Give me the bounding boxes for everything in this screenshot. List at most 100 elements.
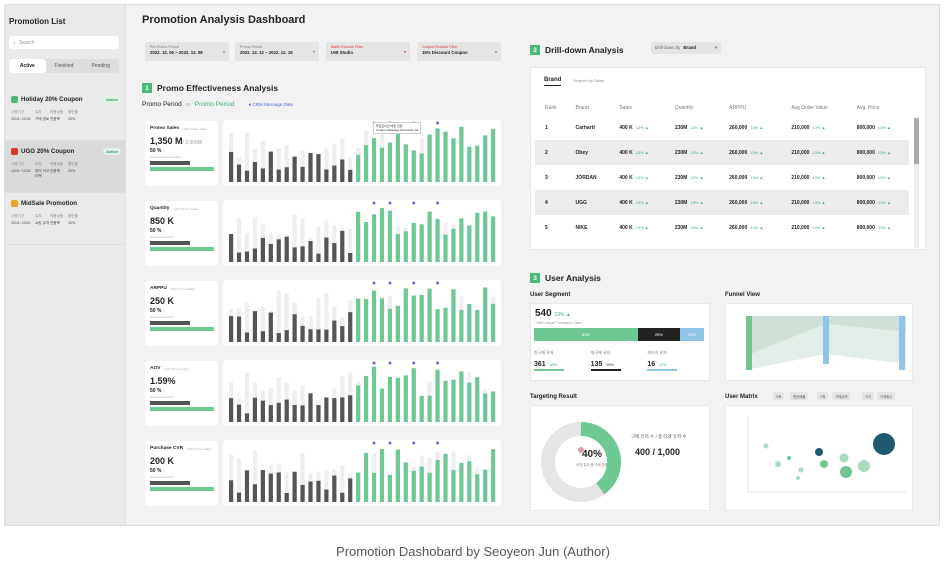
scrollbar-thumb[interactable] bbox=[914, 118, 919, 164]
value-bar[interactable] bbox=[236, 164, 242, 182]
value-bar[interactable] bbox=[387, 210, 393, 262]
value-bar[interactable] bbox=[316, 480, 321, 502]
value-bar[interactable] bbox=[451, 289, 456, 342]
value-bar[interactable] bbox=[364, 145, 369, 182]
value-bar[interactable] bbox=[443, 453, 448, 502]
value-bar[interactable] bbox=[260, 168, 265, 182]
value-bar[interactable] bbox=[491, 303, 496, 342]
value-bar[interactable] bbox=[260, 400, 265, 422]
value-bar[interactable] bbox=[371, 138, 377, 182]
value-bar[interactable] bbox=[260, 470, 265, 502]
column-header[interactable]: Avg.Order Value bbox=[791, 104, 828, 111]
value-bar[interactable] bbox=[276, 402, 281, 422]
value-bar[interactable] bbox=[451, 138, 456, 182]
value-bar[interactable] bbox=[475, 145, 480, 182]
value-bar[interactable] bbox=[427, 472, 432, 502]
value-bar[interactable] bbox=[229, 151, 234, 182]
value-bar[interactable] bbox=[268, 473, 273, 502]
promo-item[interactable]: UGG 20% Coupon Active 시행기간 유저 적용상품 할인율 12/11~1… bbox=[5, 141, 125, 193]
value-bar[interactable] bbox=[300, 246, 305, 262]
value-bar[interactable] bbox=[292, 247, 297, 262]
matrix-filter-chip[interactable]: X축 bbox=[773, 392, 785, 400]
value-bar[interactable] bbox=[356, 211, 361, 262]
value-bar[interactable] bbox=[316, 253, 321, 262]
value-bar[interactable] bbox=[379, 388, 385, 422]
value-bar[interactable] bbox=[475, 310, 480, 342]
table-row[interactable]: 4 UGG 400 K 13% ▲ 230M 13% ▲ 260,000 13% ▲ 210,0… bbox=[535, 190, 909, 215]
value-bar[interactable] bbox=[332, 320, 337, 342]
value-bar[interactable] bbox=[276, 333, 281, 342]
value-bar[interactable] bbox=[467, 225, 472, 262]
value-bar[interactable] bbox=[340, 326, 345, 342]
value-bar[interactable] bbox=[284, 399, 289, 422]
value-bar[interactable] bbox=[260, 331, 265, 342]
value-bar[interactable] bbox=[411, 150, 416, 182]
value-bar[interactable] bbox=[395, 449, 400, 502]
value-bar[interactable] bbox=[427, 395, 432, 422]
value-bar[interactable] bbox=[308, 152, 313, 182]
value-bar[interactable] bbox=[300, 484, 305, 502]
value-bar[interactable] bbox=[467, 146, 472, 182]
column-header[interactable]: Sales bbox=[619, 104, 632, 111]
value-bar[interactable] bbox=[459, 309, 464, 342]
value-bar[interactable] bbox=[435, 460, 440, 502]
value-bar[interactable] bbox=[364, 222, 369, 262]
value-bar[interactable] bbox=[483, 135, 488, 182]
value-bar[interactable] bbox=[451, 228, 456, 262]
matrix-filter-chip[interactable]: 구매횟수 bbox=[877, 392, 896, 400]
filter-select[interactable]: Pre-Promo Period 2022. 12. 06 ~ 2022. 12.… bbox=[145, 42, 229, 61]
matrix-filter-chip[interactable]: 구매금액 bbox=[832, 392, 851, 400]
value-bar[interactable] bbox=[459, 463, 464, 502]
value-bar[interactable] bbox=[483, 211, 488, 262]
tab-active[interactable]: Active bbox=[9, 59, 46, 73]
value-bar[interactable] bbox=[435, 128, 440, 182]
value-bar[interactable] bbox=[324, 169, 329, 182]
value-bar[interactable] bbox=[387, 308, 393, 342]
table-row[interactable]: 5 NIKE 400 K 13% ▲ 230M 13% ▲ 260,000 13% ▲ 210,… bbox=[535, 215, 909, 240]
value-bar[interactable] bbox=[316, 405, 321, 422]
value-bar[interactable] bbox=[332, 398, 337, 422]
value-bar[interactable] bbox=[324, 489, 329, 502]
value-bar[interactable] bbox=[316, 329, 321, 342]
table-row[interactable]: 3 JORDAN 400 K 13% ▲ 230M 13% ▲ 260,000 13% ▲ 21… bbox=[535, 165, 909, 190]
value-bar[interactable] bbox=[371, 214, 377, 262]
drilldown-select[interactable]: Drill-down by Brand ▾ bbox=[651, 42, 721, 54]
table-row[interactable]: 1 Carhartt 400 K 13% ▲ 230M 13% ▲ 260,000 13% ▲… bbox=[535, 115, 909, 140]
value-bar[interactable] bbox=[467, 304, 472, 342]
value-bar[interactable] bbox=[236, 492, 242, 502]
value-bar[interactable] bbox=[356, 154, 361, 182]
value-bar[interactable] bbox=[403, 375, 408, 422]
tab-pending[interactable]: Pending bbox=[91, 63, 110, 69]
value-bar[interactable] bbox=[475, 377, 480, 422]
column-header[interactable]: Quantity bbox=[674, 104, 694, 111]
value-bar[interactable] bbox=[364, 299, 369, 342]
value-bar[interactable] bbox=[308, 241, 313, 262]
value-bar[interactable] bbox=[284, 492, 289, 502]
value-bar[interactable] bbox=[252, 397, 258, 422]
value-bar[interactable] bbox=[411, 470, 416, 502]
table-row[interactable]: 2 Obey 400 K 13% ▲ 230M 13% ▲ 260,000 13% ▲ 210,… bbox=[535, 140, 909, 165]
value-bar[interactable] bbox=[348, 169, 353, 182]
value-bar[interactable] bbox=[244, 170, 250, 182]
promo-item[interactable]: MidSale Promotion 시행기간 유저 적용상품 할인율 12/11~12/2… bbox=[5, 193, 125, 245]
value-bar[interactable] bbox=[475, 474, 480, 502]
value-bar[interactable] bbox=[427, 134, 432, 182]
value-bar[interactable] bbox=[419, 395, 424, 422]
value-bar[interactable] bbox=[467, 461, 472, 502]
value-bar[interactable] bbox=[348, 395, 353, 422]
value-bar[interactable] bbox=[419, 224, 424, 262]
matrix-filter-chip[interactable]: 크기 bbox=[862, 392, 875, 400]
tab-finished[interactable]: Finished bbox=[54, 63, 74, 69]
value-bar[interactable] bbox=[435, 369, 440, 422]
search-input[interactable]: ⌕ Search bbox=[9, 36, 119, 49]
value-bar[interactable] bbox=[387, 475, 393, 502]
value-bar[interactable] bbox=[340, 492, 345, 502]
value-bar[interactable] bbox=[348, 252, 353, 262]
value-bar[interactable] bbox=[268, 151, 273, 182]
value-bar[interactable] bbox=[491, 128, 496, 182]
value-bar[interactable] bbox=[284, 236, 289, 262]
value-bar[interactable] bbox=[324, 237, 329, 262]
value-bar[interactable] bbox=[284, 167, 289, 182]
value-bar[interactable] bbox=[395, 305, 400, 342]
value-bar[interactable] bbox=[443, 380, 448, 422]
